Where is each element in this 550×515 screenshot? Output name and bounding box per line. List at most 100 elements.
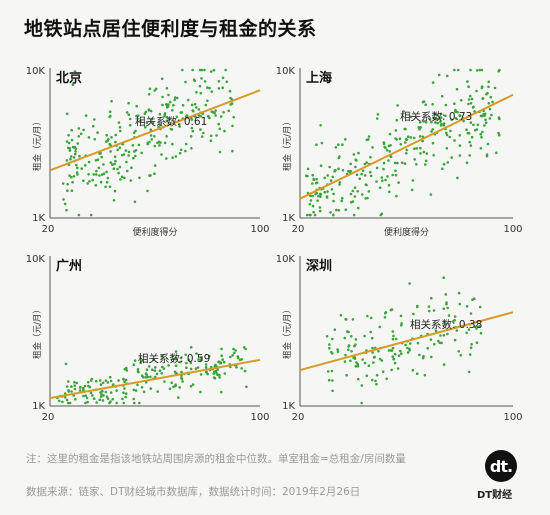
data-point <box>189 367 193 371</box>
y-tick-label: 1K <box>282 401 295 412</box>
data-point <box>405 148 409 152</box>
data-point <box>339 313 343 317</box>
data-point <box>471 298 474 302</box>
data-point <box>439 334 442 337</box>
data-point <box>111 397 114 401</box>
data-point <box>327 378 331 382</box>
data-point <box>315 177 318 181</box>
dt-logo-icon: dt. <box>485 450 517 482</box>
data-point <box>153 172 156 175</box>
data-point <box>73 387 77 391</box>
data-point <box>99 395 103 398</box>
data-point <box>174 364 178 368</box>
data-point <box>67 401 70 405</box>
data-point <box>445 147 449 150</box>
data-point <box>336 348 339 351</box>
data-point <box>106 176 110 180</box>
data-point <box>165 115 168 119</box>
data-point <box>442 162 446 166</box>
data-point <box>67 141 71 145</box>
data-point <box>394 137 397 140</box>
data-point <box>155 372 159 376</box>
data-point <box>333 328 337 332</box>
data-point <box>403 127 407 131</box>
data-point <box>141 359 144 363</box>
trend-line <box>49 358 261 400</box>
data-point <box>163 141 167 145</box>
data-point <box>450 118 454 121</box>
data-point <box>344 138 347 141</box>
data-point <box>349 162 353 166</box>
data-point <box>344 353 347 357</box>
data-point <box>158 123 162 126</box>
data-point <box>69 155 73 158</box>
data-point <box>390 368 393 372</box>
data-point <box>199 358 203 362</box>
data-point <box>491 100 494 104</box>
correlation-label: 相关系数: 0.59 <box>138 352 210 365</box>
data-point <box>311 194 314 198</box>
data-point <box>412 136 416 140</box>
data-point <box>171 142 174 146</box>
data-point <box>97 166 101 170</box>
data-point <box>406 135 410 138</box>
data-point <box>455 329 459 332</box>
data-point <box>173 96 177 99</box>
data-point <box>158 112 162 116</box>
data-point <box>365 374 369 378</box>
data-point <box>209 139 213 142</box>
data-point <box>157 140 161 144</box>
y-tick-label: 1K <box>32 401 45 412</box>
data-point <box>134 154 137 158</box>
data-point <box>102 172 106 175</box>
data-point <box>446 306 450 310</box>
y-tick-label: 10K <box>276 254 296 265</box>
data-point <box>347 345 350 348</box>
data-point <box>105 395 109 399</box>
data-point <box>120 175 124 179</box>
data-point <box>431 141 435 145</box>
data-point <box>204 363 208 366</box>
data-point <box>369 170 372 174</box>
data-point <box>206 99 209 103</box>
data-point <box>415 305 419 309</box>
data-point <box>106 397 110 401</box>
data-point <box>180 377 184 381</box>
data-point <box>185 361 188 365</box>
data-point <box>134 149 138 152</box>
data-point <box>144 110 148 114</box>
data-point <box>168 387 172 391</box>
data-point <box>160 153 163 156</box>
data-point <box>396 161 399 165</box>
data-point <box>439 116 443 119</box>
data-point <box>91 394 94 397</box>
data-point <box>497 131 500 135</box>
data-point <box>418 135 422 138</box>
data-point <box>127 101 130 105</box>
data-point <box>149 128 153 131</box>
data-point <box>383 316 387 319</box>
data-point <box>344 208 348 211</box>
data-point <box>468 154 472 157</box>
data-point <box>174 350 178 353</box>
data-point <box>189 346 193 349</box>
data-point <box>219 115 223 118</box>
data-point <box>245 385 248 389</box>
data-point <box>446 332 449 336</box>
data-point <box>415 147 419 150</box>
data-point <box>166 105 170 108</box>
data-point <box>363 162 367 166</box>
data-point <box>165 135 168 138</box>
y-axis-title: 租金（元/月） <box>32 305 43 359</box>
data-point <box>470 135 474 139</box>
data-point <box>458 154 462 157</box>
data-point <box>191 109 194 112</box>
data-point <box>230 102 234 105</box>
data-point <box>423 373 427 377</box>
data-point <box>109 150 112 153</box>
data-point <box>65 112 69 116</box>
y-tick-label: 10K <box>276 66 296 77</box>
data-point <box>490 113 493 117</box>
data-point <box>408 282 411 285</box>
data-point <box>367 190 371 193</box>
